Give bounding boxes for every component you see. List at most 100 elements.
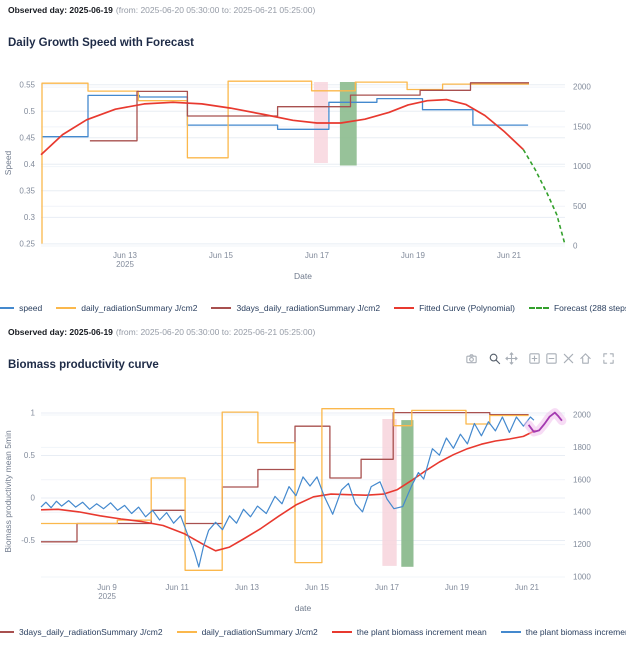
legend-item[interactable]: 3days_daily_radiationSummary J/cm2 (0, 627, 163, 637)
series-daily_radiationSummary (41, 80, 529, 244)
pan-icon (505, 351, 518, 365)
legend-item[interactable]: the plant biomass increment (500, 627, 626, 637)
observed-day-header-1: Observed day: 2025-06-19 (from: 2025-06-2… (8, 5, 315, 16)
y-tick-label-left: 0.5 (24, 107, 36, 116)
modebar-reset-axes-button[interactable] (578, 351, 593, 365)
x-axis-title: Date (294, 271, 312, 281)
legend-item[interactable]: daily_radiationSummary J/cm2 (56, 303, 197, 313)
y-tick-label-right: 1000 (573, 573, 591, 582)
legend-swatch (528, 307, 549, 309)
legend-swatch (394, 307, 415, 309)
legend-label: the plant biomass increment (525, 627, 626, 637)
series-fitted_curve_polynomial (40, 98, 524, 156)
modebar-group (464, 351, 479, 365)
modebar-autoscale-button[interactable] (561, 351, 576, 365)
legend-item[interactable]: the plant biomass increment mean (331, 627, 487, 637)
modebar-pan-button[interactable] (504, 351, 519, 365)
y-tick-label-left: 0 (31, 494, 36, 503)
observed-day-label: Observed day: 2025-06-19 (8, 327, 113, 337)
series-biomass_forecast (527, 411, 563, 433)
series-forecast_288_steps (522, 149, 566, 244)
y-tick-label-right: 1500 (573, 122, 591, 131)
zoom-icon (489, 353, 501, 364)
x-tick-label: Jun 13 (113, 251, 138, 260)
series-daily_radiationSummary (41, 408, 529, 571)
modebar-zoom-in-button[interactable] (527, 351, 542, 365)
zoom-out-icon (546, 352, 557, 364)
y-tick-label-left: 0.25 (19, 239, 35, 248)
observed-day-label: Observed day: 2025-06-19 (8, 5, 113, 15)
x-tick-label: Jun 15 (209, 251, 234, 260)
y-tick-label-right: 1400 (573, 508, 591, 517)
x-tick-label: Jun 21 (515, 583, 540, 592)
y-tick-label-right: 1000 (573, 162, 591, 171)
legend-swatch (0, 631, 14, 633)
series-plant_biomass_increment_mean (40, 429, 536, 552)
series-3days_daily_radiationSummary (41, 411, 529, 543)
observed-day-range: (from: 2025-06-20 05:30:00 to: 2025-06-2… (115, 5, 316, 15)
y-tick-label-left: 0.3 (24, 213, 36, 222)
x-tick-label: Jun 17 (375, 583, 400, 592)
observed-day-range: (from: 2025-06-20 05:30:00 to: 2025-06-2… (115, 327, 316, 337)
legend-label: the plant biomass increment mean (356, 627, 487, 637)
series-speed (41, 94, 529, 138)
legend-label: 3days_daily_radiationSummary J/cm2 (18, 627, 163, 637)
legend-label: Fitted Curve (Polynomial) (419, 303, 515, 313)
x-tick-label: Jun 9 (97, 583, 117, 592)
legend-label: Forecast (288 steps) (553, 303, 626, 313)
chart2-title: Biomass productivity curve (8, 359, 159, 371)
x-tick-label: Jun 19 (401, 251, 426, 260)
y-tick-label-left: 0.35 (19, 186, 35, 195)
modebar-group (601, 351, 616, 365)
legend-swatch (0, 307, 15, 309)
modebar-zoom-button[interactable] (487, 351, 502, 365)
legend-swatch (211, 307, 232, 309)
modebar-zoom-out-button[interactable] (544, 351, 559, 365)
legend-swatch (500, 631, 521, 633)
autoscale-icon (563, 353, 574, 363)
x-tick-label: Jun 13 (235, 583, 260, 592)
y-tick-label-right: 500 (573, 202, 587, 211)
y-tick-label-right: 1600 (573, 475, 591, 484)
chart1-legend: speed daily_radiationSummary J/cm2 3days_d… (0, 303, 626, 313)
y-tick-label-left: 0.5 (24, 451, 36, 460)
legend-label: daily_radiationSummary J/cm2 (81, 303, 198, 313)
y-tick-label-right: 1200 (573, 540, 591, 549)
x-tick-label: Jun 17 (305, 251, 330, 260)
series-plant_biomass_increment (40, 416, 535, 568)
zoom-in-icon (529, 352, 540, 364)
x-tick-label: Jun 11 (165, 583, 189, 592)
y-tick-label-right: 0 (573, 242, 578, 251)
legend-swatch (56, 307, 77, 309)
legend-item[interactable]: 3days_daily_radiationSummary J/cm2 (211, 303, 380, 313)
modebar-group (487, 351, 519, 365)
modebar-camera-button[interactable] (464, 351, 479, 365)
y-tick-label-right: 1800 (573, 443, 591, 452)
y-tick-label-left: 0.4 (24, 160, 36, 169)
y-tick-label-right: 2000 (573, 411, 591, 420)
legend-label: speed (19, 303, 43, 313)
plotly-modebar (458, 351, 616, 365)
x-tick-label: Jun 19 (445, 583, 470, 592)
legend-item[interactable]: Forecast (288 steps) (528, 303, 626, 313)
fullscreen-icon (603, 352, 614, 364)
series-3days_daily_radiationSummary (89, 82, 529, 142)
y-axis-title: Speed (3, 150, 13, 175)
legend-item[interactable]: speed (0, 303, 42, 313)
legend-label: 3days_daily_radiationSummary J/cm2 (236, 303, 381, 313)
growth-speed-forecast-chart[interactable]: 0.55 0.5 0.45 0.4 0.35 0.3 0.25 2000 1500 1000 500… (0, 60, 626, 292)
y-tick-label-left: 0.55 (19, 80, 35, 89)
observed-day-header-2: Observed day: 2025-06-19 (from: 2025-06-2… (8, 327, 315, 338)
y-axis-title: Biomass productivity mean 5min (3, 430, 13, 553)
modebar-fullscreen-button[interactable] (601, 351, 616, 365)
highlight-band-green (401, 420, 414, 567)
chart2-legend: 3days_daily_radiationSummary J/cm2 daily_… (0, 627, 626, 637)
legend-item[interactable]: Fitted Curve (Polynomial) (394, 303, 515, 313)
reset-axes-icon (580, 352, 591, 364)
chart1-title: Daily Growth Speed with Forecast (8, 37, 194, 49)
y-tick-label-left: 0.45 (19, 133, 35, 142)
biomass-productivity-chart[interactable]: 1 0.5 0 -0.5 2000 1800 1600 1400 1200 1000 Jun 920… (0, 390, 626, 630)
legend-item[interactable]: daily_radiationSummary J/cm2 (176, 627, 318, 637)
modebar-group (527, 351, 593, 365)
